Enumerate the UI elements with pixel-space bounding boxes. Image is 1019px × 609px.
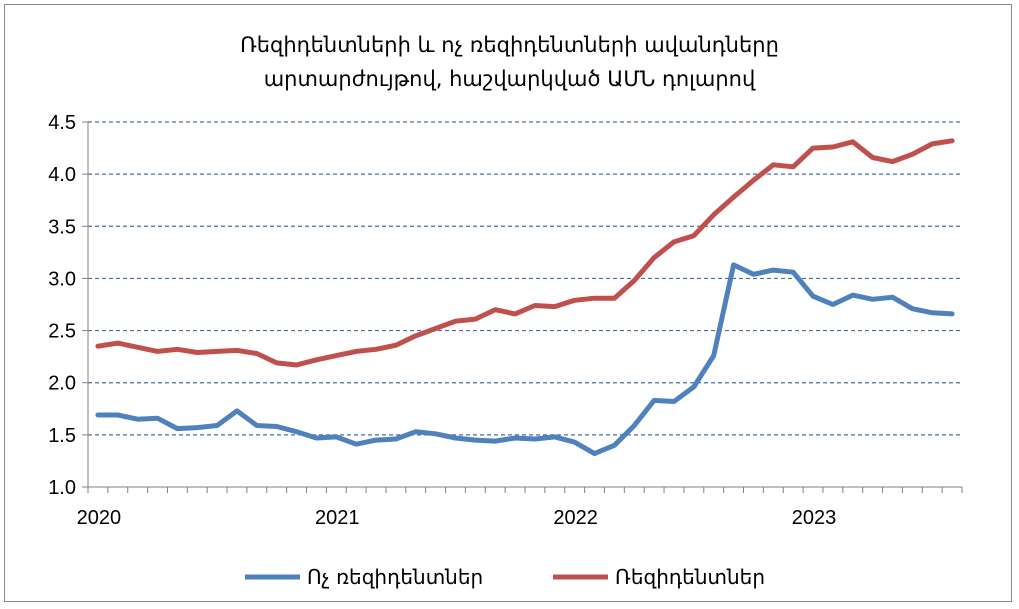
y-tick-label: 1.5	[48, 425, 76, 447]
gridlines	[88, 121, 962, 436]
legend: Ոչ ռեզիդենտներ Ռեզիդենտներ	[245, 565, 765, 589]
series-lines	[95, 138, 955, 457]
series-line-residents	[95, 138, 955, 368]
y-tick-label: 4.5	[48, 112, 76, 134]
x-tick-label: 2022	[553, 507, 598, 529]
y-tick-label: 3.5	[48, 216, 76, 238]
chart-frame	[4, 4, 1012, 602]
y-tick-label: 4.0	[48, 164, 76, 186]
y-tick-label: 2.0	[48, 373, 76, 395]
y-tick-label: 2.5	[48, 321, 76, 343]
x-axis-ticks: 2020 2021 2022 2023	[77, 487, 963, 529]
legend-label-residents: Ռեզիդենտներ	[615, 565, 765, 589]
y-tick-label: 1.0	[48, 477, 76, 499]
chart-title-line-2: արտարժույթով, հաշվարկված ԱՄՆ դոլարով	[263, 67, 756, 91]
x-tick-label: 2023	[792, 507, 837, 529]
x-tick-label: 2020	[77, 507, 122, 529]
chart-title-line-1: Ռեզիդենտների և ոչ ռեզիդենտների ավանդները	[240, 33, 779, 57]
y-axis-ticks: 1.0 1.5 2.0 2.5 3.0 3.5 4.0 4.5	[48, 112, 88, 499]
series-line-non-residents	[95, 262, 955, 457]
x-tick-label: 2021	[315, 507, 360, 529]
y-tick-label: 3.0	[48, 268, 76, 290]
chart-title: Ռեզիդենտների և ոչ ռեզիդենտների ավանդները…	[0, 28, 1019, 96]
legend-label-non-residents: Ոչ ռեզիդենտներ	[307, 565, 483, 589]
